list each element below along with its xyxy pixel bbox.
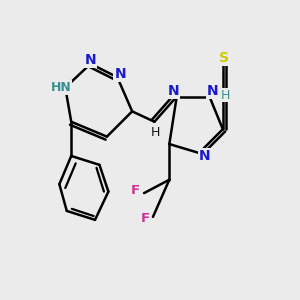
- Text: H: H: [220, 88, 230, 101]
- Text: F: F: [141, 212, 150, 225]
- Text: H: H: [151, 126, 160, 139]
- Text: HN: HN: [50, 81, 71, 94]
- Text: F: F: [130, 184, 140, 196]
- Text: S: S: [219, 52, 229, 65]
- Text: N: N: [199, 149, 210, 163]
- Text: N: N: [207, 84, 219, 98]
- Text: N: N: [85, 53, 96, 67]
- Text: N: N: [115, 67, 126, 81]
- Text: N: N: [167, 84, 179, 98]
